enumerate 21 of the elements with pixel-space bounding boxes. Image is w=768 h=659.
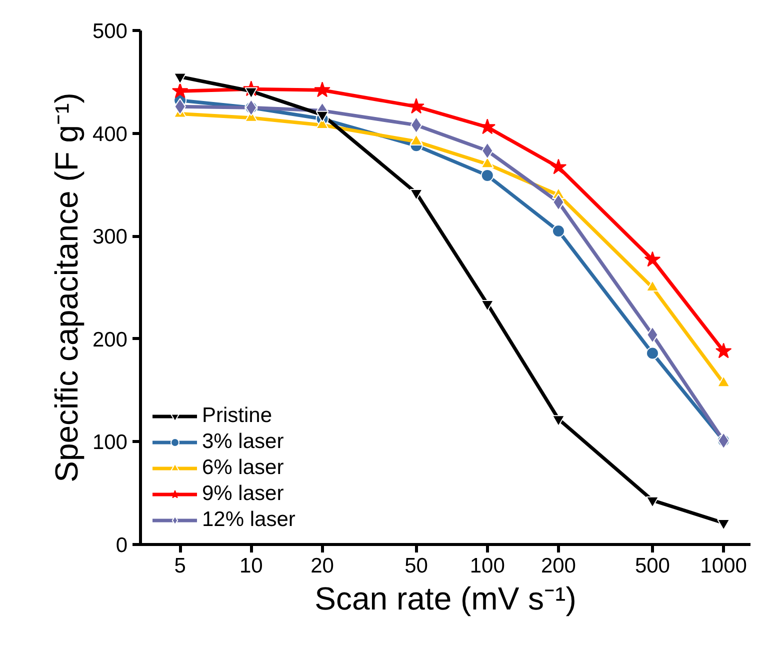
x-tick-label: 50	[404, 554, 428, 578]
legend-label: Pristine	[202, 404, 272, 428]
legend-label: 12% laser	[202, 508, 296, 532]
legend-label: 6% laser	[202, 456, 284, 480]
y-tick-label: 100	[92, 431, 128, 454]
x-tick-label: 10	[239, 554, 263, 578]
y-tick-label: 200	[92, 328, 128, 352]
y-tick-label: 300	[92, 226, 128, 249]
x-tick-label: 100	[470, 554, 505, 578]
x-tick-label: 5	[174, 554, 186, 578]
legend-label: 3% laser	[202, 430, 284, 454]
y-axis-title: Specific capacitance (F g⁻¹)	[48, 92, 84, 482]
x-tick-label: 200	[540, 554, 576, 578]
x-tick-label: 1000	[700, 554, 747, 578]
x-tick-label: 500	[634, 554, 670, 578]
y-tick-label: 0	[116, 534, 128, 557]
y-tick-label: 400	[92, 122, 128, 146]
x-axis-title: Scan rate (mV s⁻¹)	[314, 580, 576, 616]
y-tick-label: 500	[92, 20, 128, 43]
legend-label: 9% laser	[202, 482, 284, 506]
x-tick-label: 20	[310, 554, 334, 578]
